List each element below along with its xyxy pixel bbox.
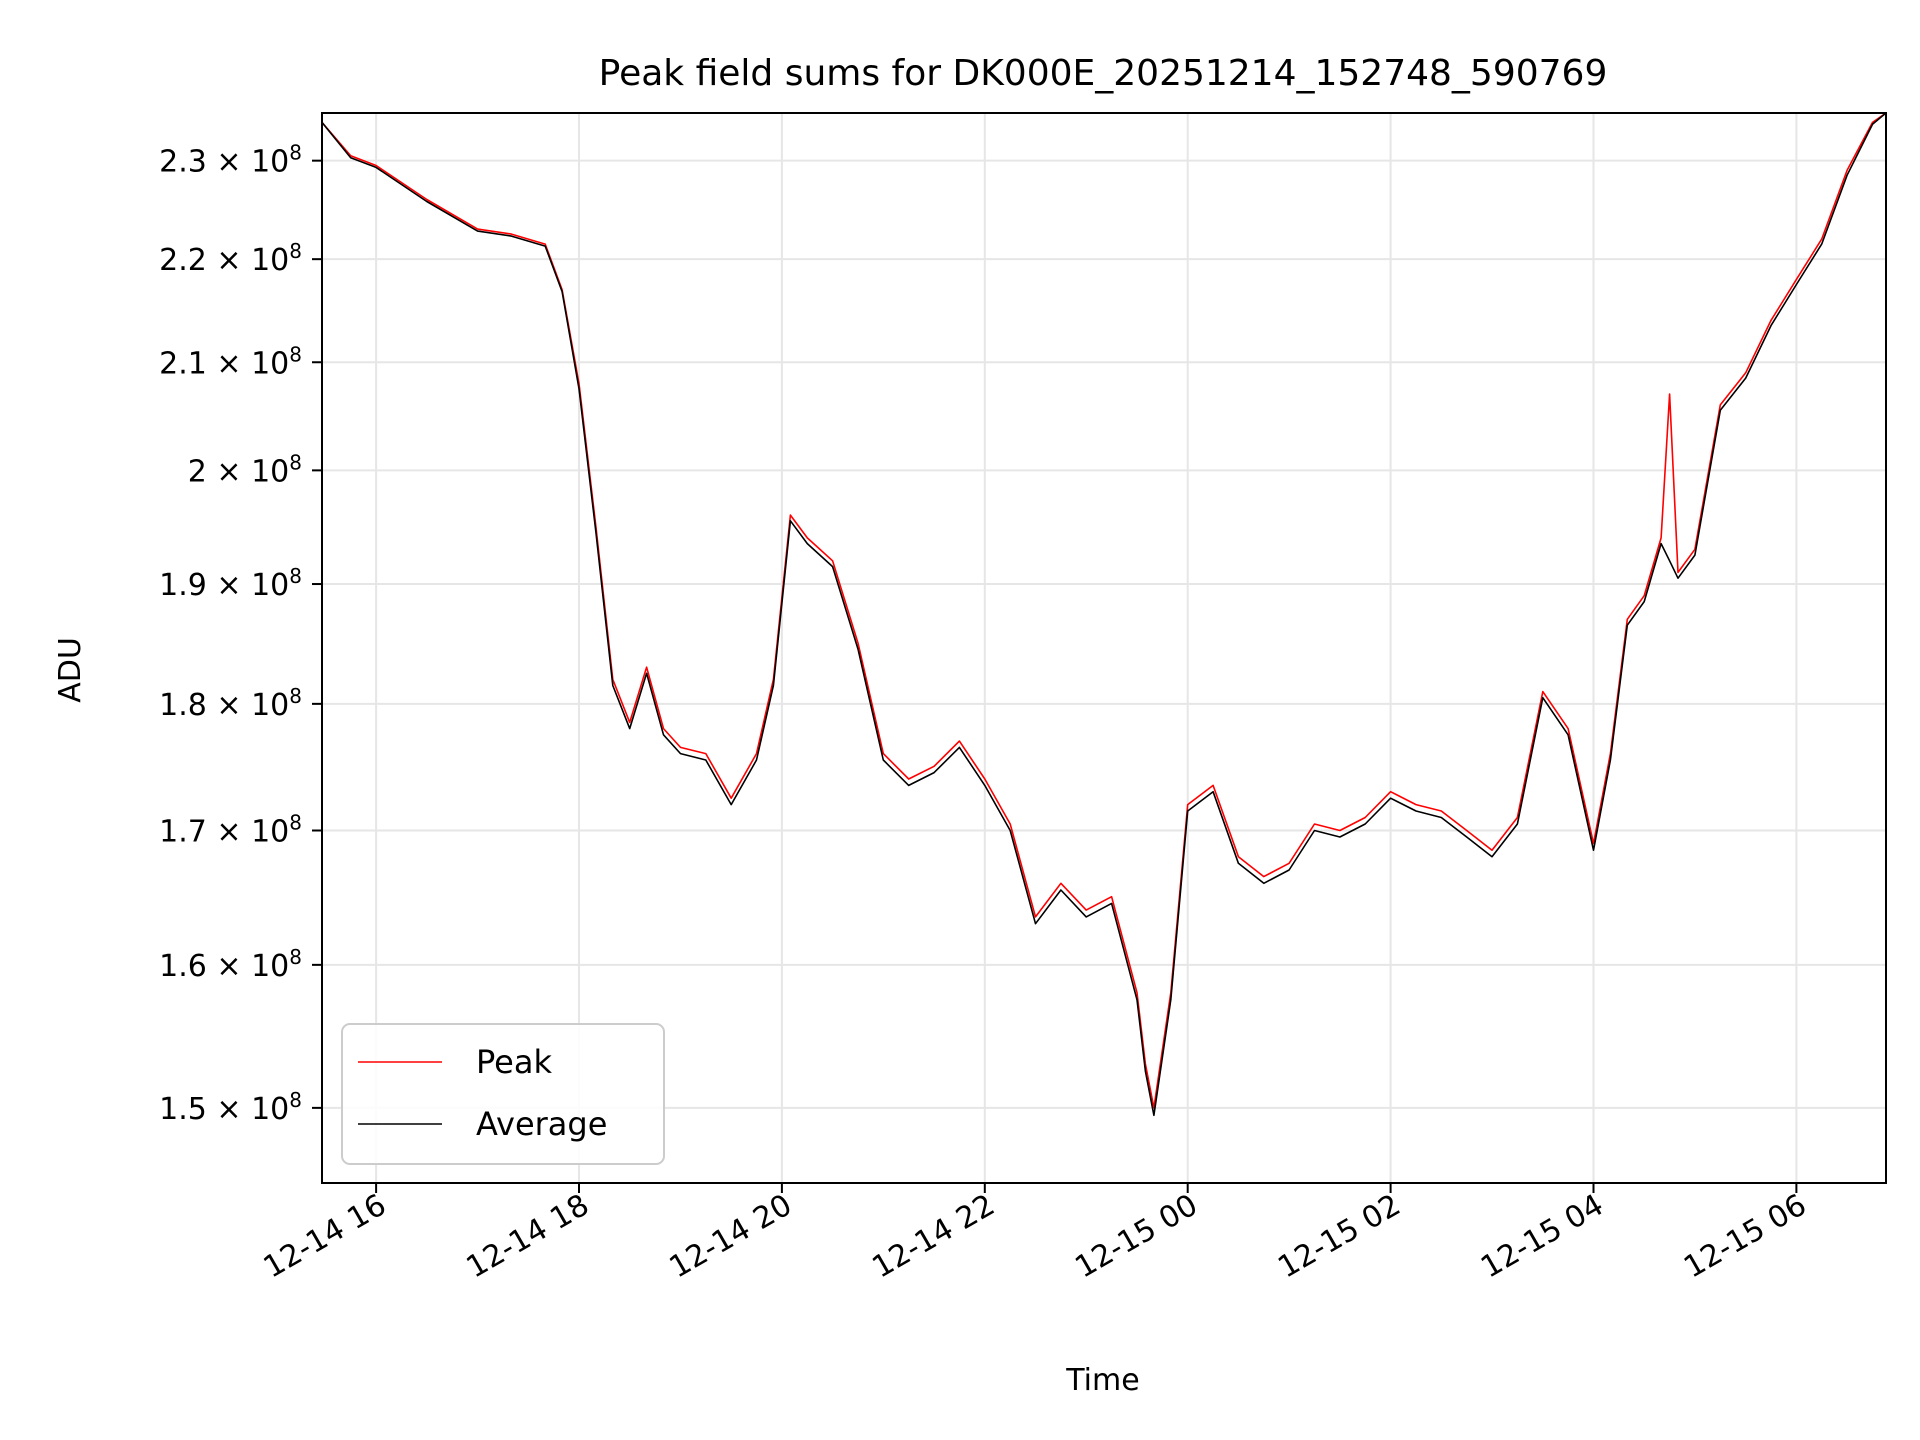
y-tick-label: 1.5 × 108 [159,1088,302,1127]
series-line-average [322,113,1886,1117]
legend-box [341,1023,665,1165]
legend-label-peak: Peak [476,1043,552,1081]
legend-label-average: Average [476,1105,607,1143]
x-axis-label: Time [1065,1363,1139,1398]
legend: Peak Average [341,1023,665,1165]
y-tick-label: 2 × 108 [188,450,302,489]
y-tick-label: 1.8 × 108 [159,684,302,723]
series-line-peak [322,113,1886,1109]
y-tick-label: 1.6 × 108 [159,945,302,984]
y-axis-label: ADU [53,637,88,703]
series-layer [322,113,1886,1117]
plot-frame [321,112,1887,1184]
y-tick-label: 2.2 × 108 [159,239,302,278]
chart-title: Peak field sums for DK000E_20251214_1527… [599,53,1608,94]
y-tick-label: 2.3 × 108 [159,141,302,180]
y-tick-label: 2.1 × 108 [159,342,302,381]
y-tick-label: 1.9 × 108 [159,564,302,603]
y-axis: 1.5 × 108 1.6 × 108 1.7 × 108 1.8 × 108 1.9 … [159,141,322,1127]
y-tick-label: 1.7 × 108 [159,811,302,850]
